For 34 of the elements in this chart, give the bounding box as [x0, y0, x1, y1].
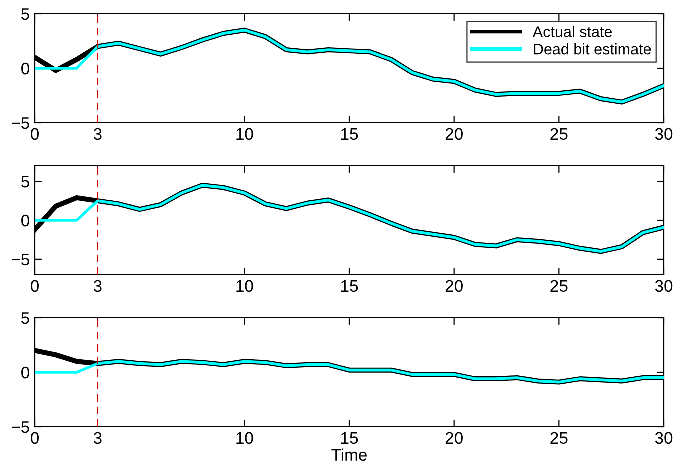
x-tick-label: 3 — [94, 128, 102, 140]
y-tick-label: 0 — [22, 366, 30, 379]
y-tick-label: 5 — [22, 176, 30, 188]
x-tick-label: 20 — [446, 128, 463, 140]
x-tick-label: 0 — [31, 280, 39, 292]
x-tick-label: 0 — [31, 432, 39, 444]
y-tick-label: 0 — [22, 214, 30, 227]
x-tick-label: 3 — [94, 280, 102, 292]
y-tick-label: 5 — [22, 8, 30, 20]
x-tick-label: 25 — [550, 280, 568, 292]
x-tick-label: 25 — [550, 432, 568, 444]
x-tick-label: 0 — [31, 128, 39, 140]
y-tick-label: 5 — [22, 312, 30, 324]
y-tick-label: −5 — [12, 422, 30, 434]
x-tick-label: 20 — [446, 280, 463, 292]
x-axis-title: Time — [332, 448, 367, 462]
x-tick-label: 30 — [655, 432, 673, 444]
x-tick-label: 15 — [342, 432, 358, 444]
x-tick-label: 10 — [236, 128, 254, 140]
x-tick-label: 20 — [446, 432, 463, 444]
legend-label: Dead bit estimate — [534, 44, 652, 55]
x-tick-label: 3 — [94, 432, 102, 444]
y-tick-label: 0 — [22, 62, 30, 75]
x-tick-label: 30 — [655, 128, 673, 140]
y-tick-label: −5 — [12, 118, 30, 130]
x-tick-label: 25 — [550, 128, 568, 140]
x-tick-label: 10 — [236, 432, 254, 444]
x-tick-label: 15 — [342, 128, 358, 140]
x-tick-label: 15 — [342, 280, 358, 292]
line-series — [35, 360, 664, 384]
legend-label: Actual state — [532, 26, 612, 38]
x-tick-label: 10 — [236, 280, 254, 292]
x-tick-label: 30 — [655, 280, 673, 292]
y-tick-label: −5 — [12, 254, 30, 266]
